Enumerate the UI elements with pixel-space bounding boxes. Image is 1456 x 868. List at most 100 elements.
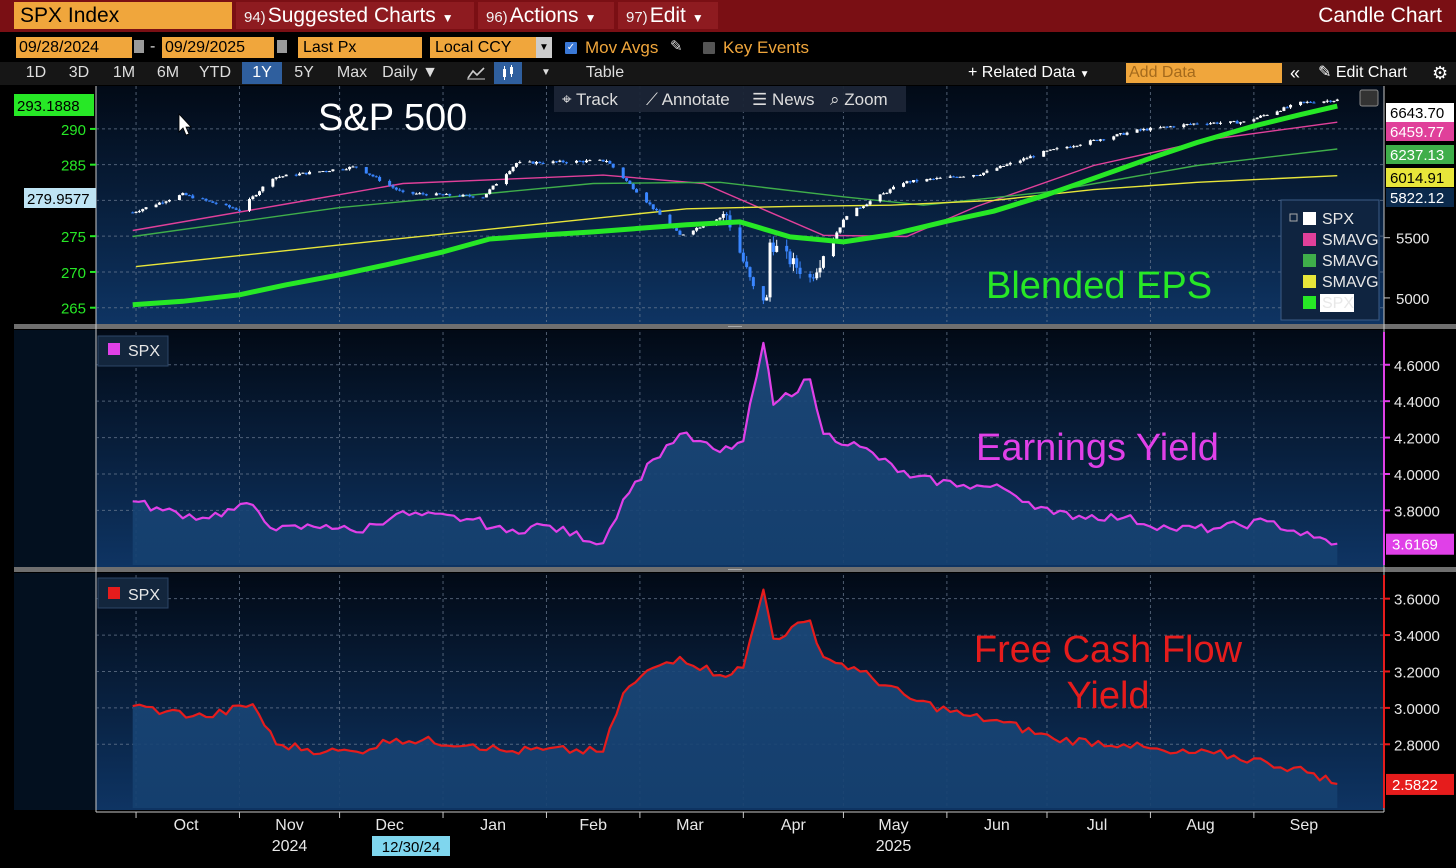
candle-body — [308, 171, 312, 175]
actions-menu[interactable]: 96)Actions ▼ — [478, 2, 614, 29]
candle-body — [982, 172, 986, 175]
key-events-checkbox[interactable] — [703, 42, 715, 54]
pencil-icon[interactable]: ✎ — [670, 38, 683, 55]
annotate-button[interactable]: ⟋ Annotate — [646, 90, 730, 109]
candle-body — [1229, 121, 1233, 123]
legend-label: SPX — [128, 587, 160, 604]
x-month-label: May — [878, 817, 908, 834]
candle-body — [995, 168, 999, 171]
candle-body — [868, 201, 872, 205]
mov-avgs-checkbox[interactable]: ✓ — [565, 42, 577, 54]
candle-body — [278, 176, 282, 178]
range-5y[interactable]: 5Y — [294, 64, 314, 81]
start-date-field[interactable]: 09/28/2024 — [16, 37, 132, 58]
candle-body — [975, 175, 979, 177]
related-data-button[interactable]: + Related Data ▼ — [968, 62, 1090, 84]
range-1y[interactable]: 1Y — [242, 62, 282, 84]
x-month-label: Jun — [984, 817, 1010, 834]
range-1d[interactable]: 1D — [25, 64, 47, 81]
blended-eps-line — [132, 103, 1338, 308]
line-chart-icon[interactable] — [460, 62, 492, 84]
range-ytd[interactable]: YTD — [199, 64, 231, 81]
calendar-icon[interactable] — [277, 40, 287, 53]
y-tick-label-right: 5500 — [1396, 231, 1429, 248]
candle-body — [227, 205, 231, 208]
calendar-icon[interactable] — [134, 40, 144, 53]
chevron-down-icon[interactable]: ▼ — [536, 37, 552, 58]
candle-body — [554, 161, 558, 163]
legend-swatch — [108, 587, 120, 599]
collapse-icon[interactable]: « — [1290, 63, 1301, 83]
candle-body — [718, 217, 722, 220]
earnings-yield-annotation: Earnings Yield — [976, 427, 1219, 469]
candle-chart-icon[interactable] — [494, 62, 522, 84]
settings-bar: 09/28/2024 - 09/29/2025 Last Px Local CC… — [0, 36, 1456, 60]
zoom-button[interactable]: ⌕ Zoom — [830, 90, 888, 109]
value-label-bg — [24, 188, 96, 208]
gear-icon[interactable]: ⚙ — [1432, 63, 1449, 83]
candle-body — [464, 194, 468, 196]
edit-chart-button[interactable]: ✎ Edit Chart — [1318, 62, 1407, 84]
pencil-icon: ✎ — [1318, 64, 1332, 81]
candle-body — [274, 177, 278, 179]
candle-body — [741, 252, 745, 262]
candle-body — [1282, 107, 1286, 111]
candle-body — [167, 200, 171, 202]
value-label-bg — [1386, 103, 1454, 122]
ticker-field[interactable]: SPX Index — [14, 2, 232, 29]
table-button[interactable]: Table — [585, 64, 625, 81]
legend-collapse-icon[interactable] — [1289, 213, 1298, 222]
y-tick-label-right: 3.6000 — [1394, 592, 1440, 609]
candle-body — [1325, 100, 1329, 102]
candle-body — [331, 169, 335, 172]
candle-body — [645, 192, 649, 203]
candle-body — [484, 193, 488, 198]
field-select[interactable]: Last Px — [298, 37, 422, 58]
y-tick-label-right: 5000 — [1396, 291, 1429, 308]
range-6m[interactable]: 6M — [156, 64, 180, 81]
candle-body — [611, 163, 615, 168]
add-data-input[interactable]: Add Data — [1126, 63, 1282, 83]
candle-body — [628, 180, 632, 184]
candle-body — [1259, 115, 1263, 118]
end-date-field[interactable]: 09/29/2025 — [162, 37, 274, 58]
news-button[interactable]: ☰ News — [752, 90, 814, 109]
currency-select[interactable]: Local CCY — [430, 37, 536, 58]
candle-body — [845, 216, 849, 220]
candle-body — [157, 202, 161, 205]
candle-body — [441, 194, 445, 196]
candle-body — [1148, 127, 1152, 131]
candle-body — [328, 171, 332, 173]
candle-body — [721, 214, 725, 218]
candle-body — [815, 272, 819, 279]
candle-body — [201, 198, 205, 200]
frequency-select[interactable]: Daily ▼ — [380, 62, 440, 84]
candle-body — [481, 197, 485, 199]
track-button[interactable]: ⌖ Track — [562, 90, 618, 109]
candle-body — [861, 206, 865, 208]
candle-body — [154, 204, 158, 208]
range-3d[interactable]: 3D — [68, 64, 90, 81]
edit-menu[interactable]: 97)Edit ▼ — [618, 2, 718, 29]
candle-body — [461, 194, 465, 197]
range-1m[interactable]: 1M — [112, 64, 136, 81]
fcf-yield-area — [132, 589, 1338, 808]
candle-body — [1095, 139, 1099, 141]
candle-body — [1192, 123, 1196, 125]
value-label-bg — [14, 94, 94, 116]
legend-label: SMAVG — [1322, 232, 1379, 249]
suggested-charts-menu[interactable]: 94)Suggested Charts ▼ — [236, 2, 474, 29]
candle-body — [785, 245, 789, 252]
candle-body — [888, 189, 892, 193]
smavg-line — [132, 121, 1338, 238]
candle-body — [247, 199, 251, 211]
value-label-bg — [1386, 533, 1454, 555]
chart-canvas[interactable]: ⌖ Track ⟋ Annotate ☰ News ⌕ Zoom S&P 500… — [0, 86, 1456, 868]
panel-menu-icon[interactable] — [1359, 89, 1379, 107]
candle-body — [1305, 101, 1309, 103]
chart-style-dropdown-icon[interactable]: ▼ — [541, 67, 551, 78]
actions-number: 96) — [486, 9, 508, 26]
range-max[interactable]: Max — [336, 64, 368, 81]
candle-body — [1182, 124, 1186, 128]
candle-body — [972, 175, 976, 177]
